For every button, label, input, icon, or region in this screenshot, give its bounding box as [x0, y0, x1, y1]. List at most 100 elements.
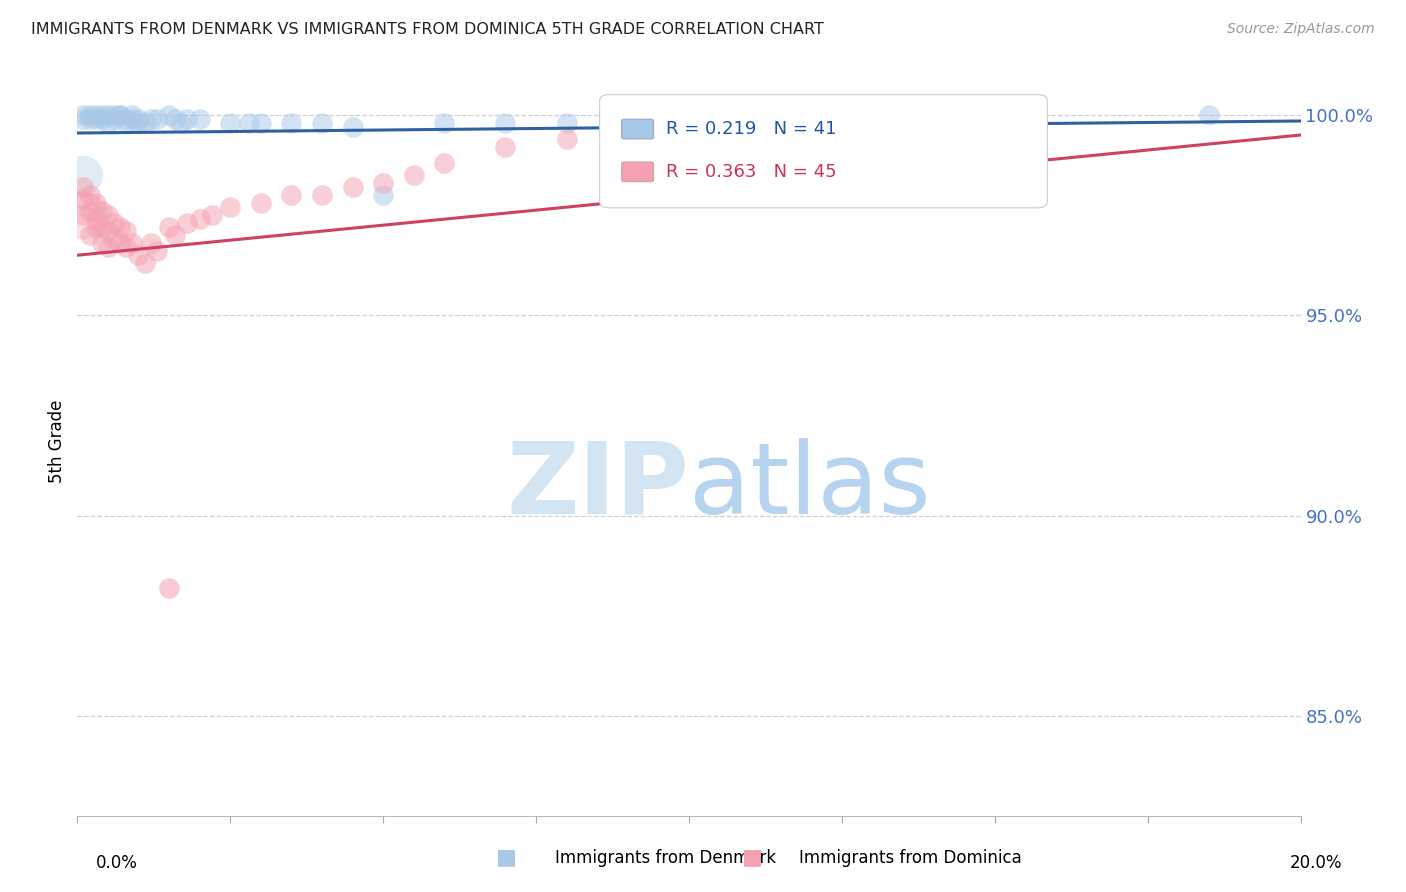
- Text: IMMIGRANTS FROM DENMARK VS IMMIGRANTS FROM DOMINICA 5TH GRADE CORRELATION CHART: IMMIGRANTS FROM DENMARK VS IMMIGRANTS FR…: [31, 22, 824, 37]
- Point: [146, 112, 169, 126]
- Point: [433, 116, 456, 130]
- Point: [157, 220, 180, 235]
- Point: [72, 108, 94, 122]
- FancyBboxPatch shape: [621, 120, 654, 139]
- Text: Immigrants from Denmark: Immigrants from Denmark: [555, 849, 776, 867]
- Point: [127, 112, 149, 126]
- Point: [170, 116, 193, 130]
- Point: [219, 200, 242, 214]
- Point: [108, 108, 131, 122]
- Point: [127, 116, 149, 130]
- Point: [90, 220, 112, 235]
- Point: [115, 116, 138, 130]
- Point: [238, 116, 260, 130]
- Text: atlas: atlas: [689, 438, 931, 535]
- Point: [84, 212, 107, 227]
- Point: [97, 208, 120, 222]
- Point: [984, 108, 1007, 122]
- FancyBboxPatch shape: [599, 95, 1047, 208]
- Point: [103, 108, 125, 122]
- Point: [134, 116, 156, 130]
- Point: [342, 180, 364, 194]
- Point: [555, 116, 578, 130]
- Point: [311, 116, 333, 130]
- Point: [84, 112, 107, 126]
- Point: [201, 208, 224, 222]
- Point: [740, 112, 762, 126]
- Point: [72, 208, 94, 222]
- FancyBboxPatch shape: [621, 162, 654, 182]
- Point: [371, 176, 394, 190]
- Point: [678, 112, 700, 126]
- Text: R = 0.219   N = 41: R = 0.219 N = 41: [665, 120, 837, 138]
- Point: [72, 112, 94, 126]
- Point: [72, 192, 94, 206]
- Point: [108, 236, 131, 251]
- Point: [139, 112, 162, 126]
- Point: [103, 216, 125, 230]
- Point: [79, 188, 101, 202]
- Point: [79, 112, 101, 126]
- Point: [103, 112, 125, 126]
- Point: [79, 204, 101, 219]
- Point: [127, 248, 149, 262]
- Point: [134, 256, 156, 270]
- Point: [84, 108, 107, 122]
- Point: [72, 180, 94, 194]
- Point: [90, 236, 112, 251]
- Point: [188, 112, 211, 126]
- Point: [90, 204, 112, 219]
- Point: [280, 188, 302, 202]
- Point: [97, 224, 120, 238]
- Point: [1198, 108, 1220, 122]
- Point: [115, 240, 138, 254]
- Point: [280, 116, 302, 130]
- Text: 20.0%: 20.0%: [1291, 854, 1343, 871]
- Point: [157, 108, 180, 122]
- Text: ■: ■: [742, 847, 762, 867]
- Point: [800, 108, 823, 122]
- Text: Immigrants from Dominica: Immigrants from Dominica: [799, 849, 1021, 867]
- Point: [121, 108, 143, 122]
- Point: [84, 220, 107, 235]
- Point: [84, 196, 107, 211]
- Point: [72, 208, 94, 222]
- Point: [250, 196, 273, 211]
- Point: [90, 108, 112, 122]
- Point: [433, 156, 456, 170]
- Point: [176, 112, 198, 126]
- Point: [108, 108, 131, 122]
- Point: [555, 132, 578, 146]
- Point: [617, 120, 640, 134]
- Y-axis label: 5th Grade: 5th Grade: [48, 400, 66, 483]
- Point: [121, 236, 143, 251]
- Point: [108, 220, 131, 235]
- Point: [103, 232, 125, 246]
- Point: [90, 112, 112, 126]
- Text: R = 0.363   N = 45: R = 0.363 N = 45: [665, 163, 837, 181]
- Point: [165, 112, 187, 126]
- Point: [250, 116, 273, 130]
- Point: [146, 244, 169, 259]
- Point: [495, 140, 517, 154]
- Point: [495, 116, 517, 130]
- Text: ■: ■: [496, 847, 516, 867]
- Point: [176, 216, 198, 230]
- Text: ZIP: ZIP: [506, 438, 689, 535]
- Point: [311, 188, 333, 202]
- Point: [97, 116, 120, 130]
- Point: [188, 212, 211, 227]
- Text: Source: ZipAtlas.com: Source: ZipAtlas.com: [1227, 22, 1375, 37]
- Point: [79, 228, 101, 243]
- Point: [115, 112, 138, 126]
- Point: [402, 168, 425, 182]
- Point: [219, 116, 242, 130]
- Point: [157, 581, 180, 595]
- Point: [139, 236, 162, 251]
- Point: [97, 240, 120, 254]
- Text: 0.0%: 0.0%: [96, 854, 138, 871]
- Point: [72, 168, 94, 182]
- Point: [79, 108, 101, 122]
- Point: [371, 188, 394, 202]
- Point: [97, 108, 120, 122]
